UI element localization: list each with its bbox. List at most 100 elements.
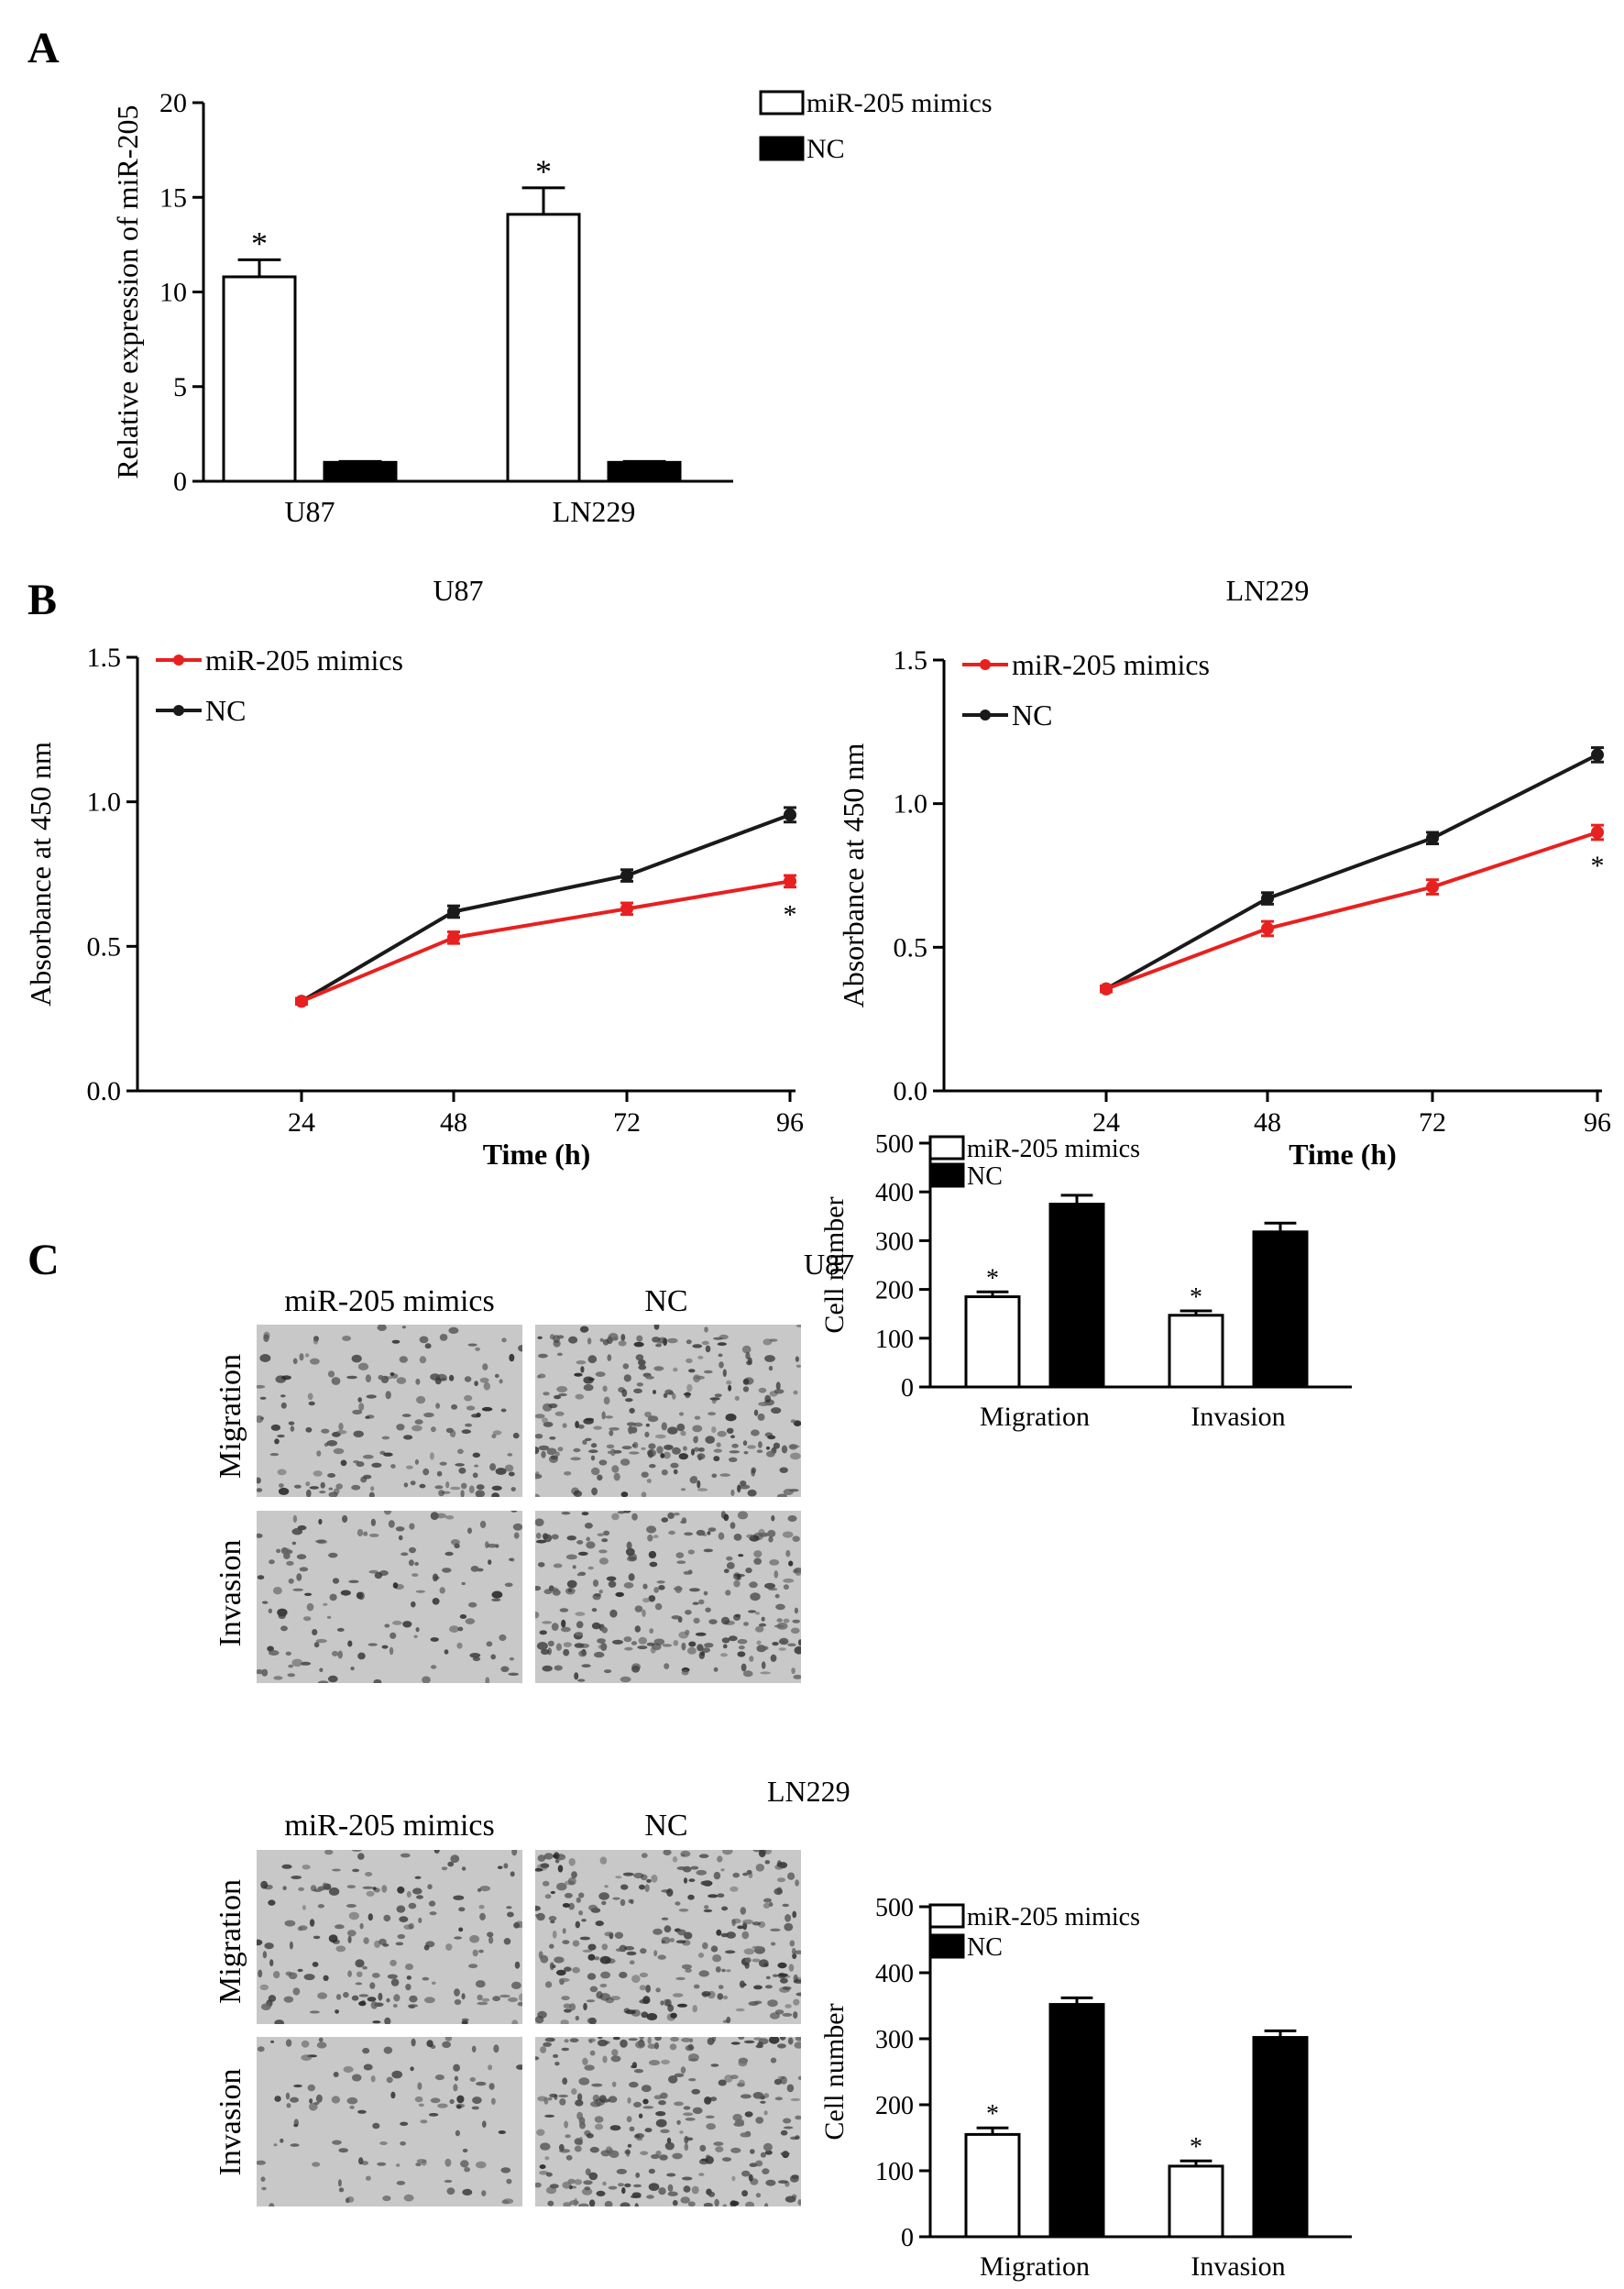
cell-blob (411, 1425, 422, 1432)
cell-blob (563, 2202, 572, 2206)
cell-blob (453, 1895, 465, 1900)
cell-blob (774, 1864, 784, 1870)
cell-blob (579, 1936, 591, 1941)
cell-blob (508, 1997, 518, 2002)
cell-blob (309, 2102, 318, 2111)
cell-blob (488, 1559, 492, 1565)
cell-blob (418, 1917, 422, 1923)
cell-blob (615, 1591, 624, 1598)
cell-blob (650, 1646, 656, 1654)
cell-blob (408, 2005, 415, 2008)
y-tick-label: 0.5 (87, 931, 122, 962)
cell-blob (672, 2199, 678, 2206)
cell-blob (550, 1920, 555, 1924)
cell-blob (283, 1996, 294, 2003)
cell-blob (774, 1389, 785, 1394)
cell-blob (572, 1966, 580, 1974)
cell-blob (415, 1627, 420, 1633)
cell-blob (566, 1535, 576, 1541)
cell-blob (445, 1427, 454, 1434)
cell-blob (290, 1425, 295, 1432)
cell-blob (338, 2187, 345, 2193)
micrograph-background (257, 1325, 522, 1497)
legend-entry: NC (967, 1162, 1003, 1191)
cell-blob (745, 1351, 751, 1359)
cell-blob (573, 1447, 581, 1453)
cell-blob (795, 1879, 799, 1887)
cell-blob (305, 1481, 311, 1487)
cell-blob (746, 1869, 752, 1875)
cell-blob (312, 1962, 319, 1967)
cell-blob (704, 1326, 708, 1333)
cell-blob (690, 1865, 699, 1870)
cell-blob (275, 1375, 287, 1383)
cell-blob (313, 1470, 323, 1477)
cell-blob (460, 1482, 467, 1490)
cell-blob (606, 1444, 615, 1449)
cell-blob (535, 1473, 543, 1480)
cell-blob (763, 2110, 768, 2116)
y-tick-label: 200 (875, 1277, 914, 1305)
cell-blob (422, 1468, 430, 1476)
y-axis-label: Cell number (819, 1196, 850, 1333)
y-tick-label: 0.5 (894, 932, 928, 963)
cell-blob (661, 2059, 670, 2065)
cell-blob (742, 1670, 753, 1678)
cell-blob (434, 1485, 444, 1490)
cell-blob (513, 1532, 520, 1539)
cell-blob (726, 1556, 733, 1561)
cell-blob (598, 1557, 609, 1565)
cell-blob (620, 2202, 631, 2206)
cell-blob (506, 1906, 512, 1909)
cell-blob (481, 2190, 487, 2196)
cell-blob (687, 1549, 695, 1555)
cell-blob (642, 1598, 651, 1603)
y-axis-label: Absorbance at 450 nm (24, 742, 57, 1007)
cell-blob (476, 2081, 487, 2086)
cell-blob (590, 1455, 596, 1461)
cell-blob (660, 1453, 665, 1458)
cell-blob (744, 2111, 753, 2118)
cell-blob (310, 1885, 317, 1892)
cell-blob (658, 2187, 666, 2195)
cell-blob (684, 2135, 689, 2144)
cell-blob (509, 1557, 513, 1561)
cell-blob (661, 1469, 668, 1476)
cell-blob (436, 1470, 443, 1477)
cell-blob (561, 1626, 571, 1633)
cell-blob (535, 1518, 544, 1526)
cell-blob (687, 2058, 698, 2062)
cell-blob (692, 1425, 703, 1433)
cell-blob (544, 2114, 555, 2118)
cell-blob (770, 1654, 777, 1662)
cell-blob (293, 2084, 302, 2088)
cell-blob (547, 2096, 553, 2101)
cell-blob (594, 1651, 605, 1658)
cell-blob (510, 1981, 521, 1989)
cell-blob (512, 1432, 520, 1439)
cell-blob (577, 1424, 585, 1429)
cell-blob (299, 1353, 304, 1361)
cell-blob (673, 1513, 680, 1516)
cell-blob (351, 1995, 359, 2001)
cell-blob (785, 1914, 792, 1922)
cell-blob (406, 1890, 411, 1898)
x-axis-label: Time (h) (483, 1138, 591, 1171)
cell-blob (778, 1639, 787, 1644)
cell-blob (743, 1948, 755, 1955)
cell-blob (438, 1490, 444, 1497)
cell-blob (731, 1443, 739, 1448)
cell-blob (474, 1464, 478, 1468)
cell-blob (653, 1366, 664, 1371)
cell-blob (788, 1964, 795, 1972)
cell-blob (687, 2201, 696, 2206)
cell-blob (400, 2121, 409, 2126)
cell-blob (543, 2041, 552, 2047)
y-axis-label: Relative expression of miR-205 (111, 105, 144, 479)
cell-blob (741, 1931, 750, 1940)
cell-blob (303, 1616, 312, 1622)
cell-blob (713, 1871, 721, 1880)
cell-blob (535, 2056, 540, 2061)
cell-blob (733, 1534, 742, 1541)
